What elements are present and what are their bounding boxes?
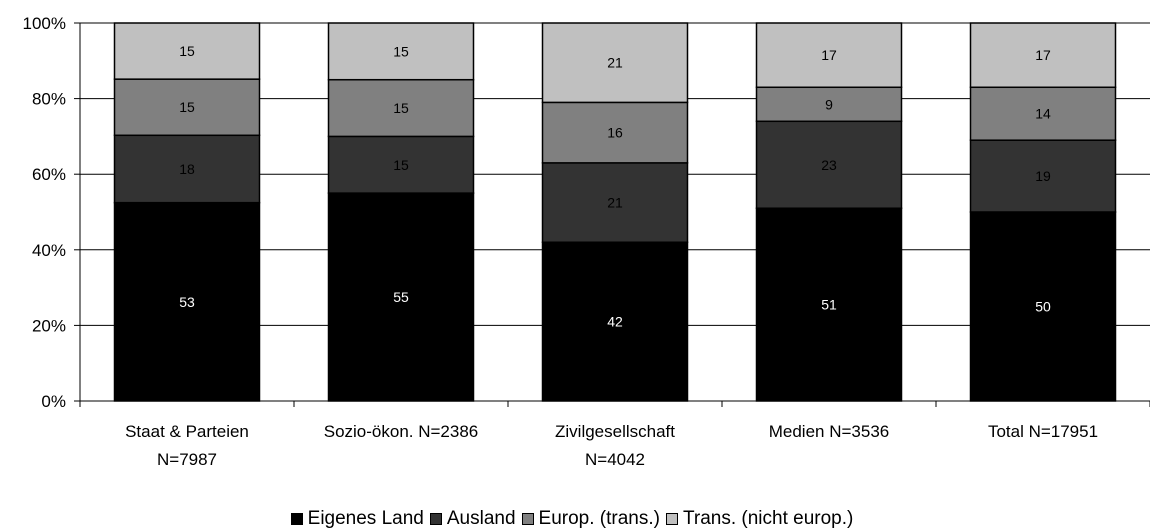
bar-segment xyxy=(113,22,261,80)
category-label: Sozio-ökon. N=2386 xyxy=(324,422,479,441)
data-label: 15 xyxy=(393,43,409,59)
category-label: Staat & Parteien xyxy=(125,422,249,441)
category-label: Total N=17951 xyxy=(988,422,1098,441)
legend-swatch xyxy=(521,513,534,525)
legend: Eigenes Land Ausland Europ. (trans.) Trans.… xyxy=(0,508,1150,530)
data-label: 9 xyxy=(825,96,833,112)
bar-segment xyxy=(755,86,903,123)
bar-segment xyxy=(541,241,689,402)
legend-item: Eigenes Land xyxy=(290,508,424,530)
bar-segment xyxy=(541,22,689,104)
bar-segment xyxy=(969,139,1117,213)
data-label: 23 xyxy=(821,157,837,173)
data-label: 18 xyxy=(179,161,195,177)
data-label: 15 xyxy=(393,157,409,173)
data-label: 50 xyxy=(1035,299,1051,315)
legend-label: Eigenes Land xyxy=(307,508,424,529)
legend-item: Ausland xyxy=(429,508,516,530)
data-label: 17 xyxy=(1035,47,1051,63)
legend-swatch xyxy=(429,513,442,525)
bar-segment xyxy=(969,211,1117,402)
y-tick-label: 40% xyxy=(32,241,66,260)
data-label: 53 xyxy=(179,294,195,310)
legend-label: Ausland xyxy=(446,508,516,529)
bar-segment xyxy=(755,207,903,402)
category-label: Medien N=3536 xyxy=(769,422,890,441)
data-label: 15 xyxy=(179,43,195,59)
bar-segment xyxy=(541,162,689,243)
bar-segment xyxy=(755,22,903,89)
data-label: 15 xyxy=(179,99,195,115)
legend-item: Europ. (trans.) xyxy=(521,508,660,530)
data-label: 16 xyxy=(607,125,623,141)
legend-swatch xyxy=(665,513,678,525)
category-label: Zivilgesellschaft xyxy=(555,422,675,441)
y-tick-label: 60% xyxy=(32,165,66,184)
legend-label: Europ. (trans.) xyxy=(538,508,660,529)
data-label: 42 xyxy=(607,314,623,330)
data-label: 19 xyxy=(1035,168,1051,184)
category-label: N=7987 xyxy=(157,450,217,469)
y-tick-label: 80% xyxy=(32,90,66,109)
data-label: 51 xyxy=(821,297,837,313)
bar-segment xyxy=(541,101,689,164)
legend-label: Trans. (nicht europ.) xyxy=(682,508,854,529)
stacked-bar-chart: 0% 20% 40% 60% 80% 100% 53 18 15 15 Staat & Partei… xyxy=(23,14,1150,469)
y-tick-label: 0% xyxy=(41,392,66,411)
bar-segment xyxy=(327,22,475,81)
y-tick-label: 20% xyxy=(32,316,66,335)
data-label: 14 xyxy=(1035,106,1051,122)
legend-swatch xyxy=(290,513,303,525)
data-label: 21 xyxy=(607,195,623,211)
bar-segment xyxy=(327,135,475,194)
bar-segment xyxy=(969,86,1117,141)
data-label: 17 xyxy=(821,47,837,63)
category-label: N=4042 xyxy=(585,450,645,469)
legend-item: Trans. (nicht europ.) xyxy=(665,508,854,530)
bar-segment xyxy=(327,192,475,402)
bar-segment xyxy=(969,22,1117,89)
bar-segment xyxy=(327,78,475,138)
bar-segment xyxy=(755,120,903,209)
data-label: 21 xyxy=(607,55,623,71)
y-tick-label: 100% xyxy=(23,14,66,33)
data-label: 15 xyxy=(393,100,409,116)
data-label: 55 xyxy=(393,289,409,305)
